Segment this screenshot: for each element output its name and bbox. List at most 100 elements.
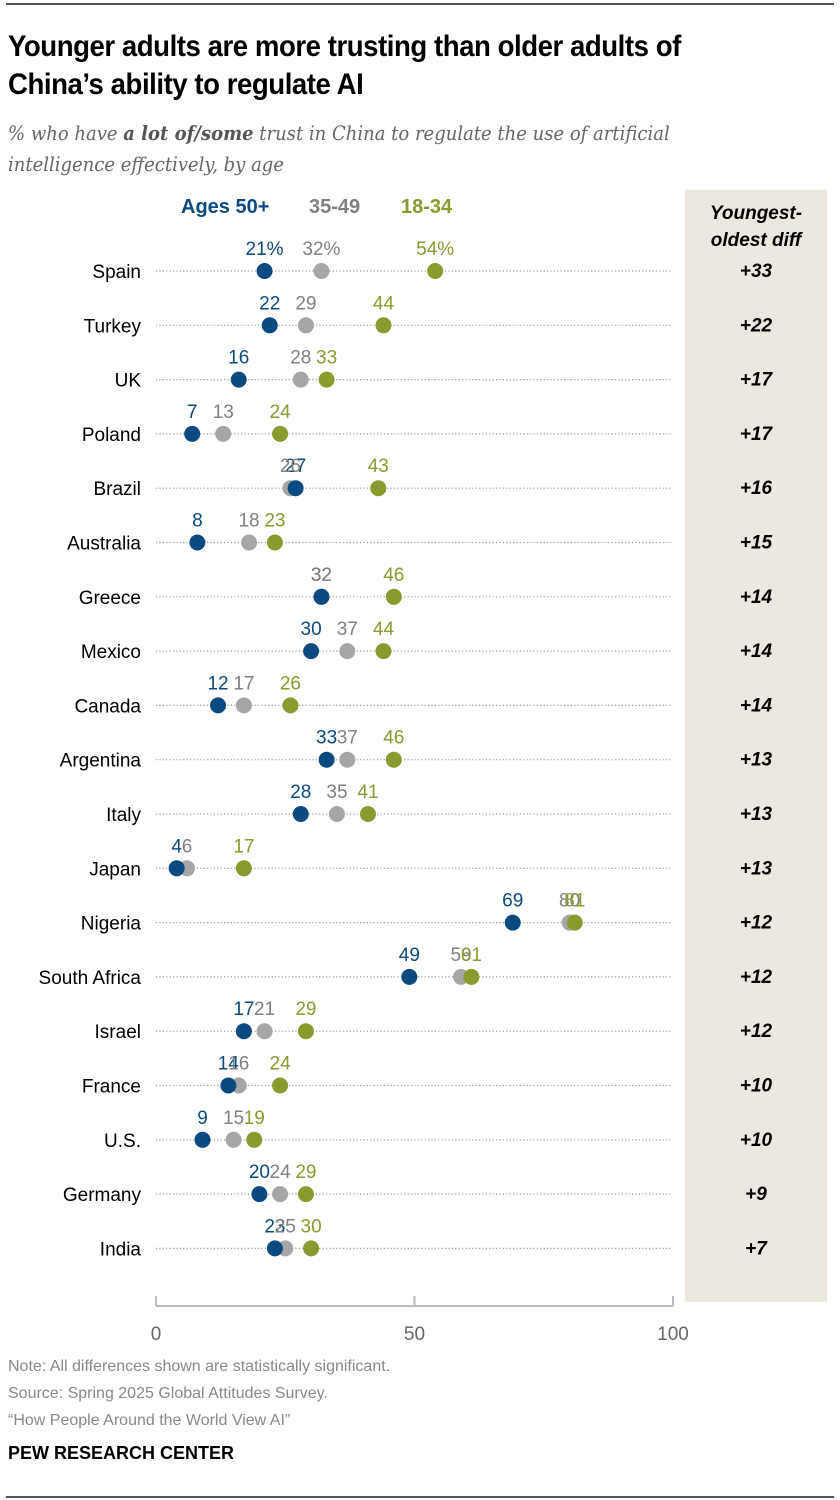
dot-18-34 bbox=[375, 643, 392, 660]
diff-value: +17 bbox=[740, 424, 774, 445]
dot-ages-50- bbox=[184, 425, 201, 442]
dot-18-34 bbox=[303, 1240, 320, 1257]
dot-ages-50- bbox=[251, 1186, 268, 1203]
value-label: 4 bbox=[171, 836, 182, 857]
value-label: 21 bbox=[254, 999, 275, 1020]
legend-item-18-34: 18-34 bbox=[401, 196, 453, 218]
value-label: 17 bbox=[233, 836, 254, 857]
diff-value: +13 bbox=[740, 858, 773, 879]
dot-ages-50- bbox=[401, 968, 418, 985]
dot-18-34 bbox=[566, 914, 583, 931]
diff-value: +12 bbox=[740, 1021, 773, 1042]
dot-18-34 bbox=[297, 1023, 314, 1040]
value-label: 28 bbox=[290, 348, 311, 369]
subtitle-pre: % who have bbox=[8, 121, 124, 145]
category-label: Turkey bbox=[84, 316, 142, 337]
diff-value: +13 bbox=[740, 750, 773, 771]
top-rule bbox=[6, 3, 834, 5]
diff-value: +14 bbox=[740, 641, 773, 662]
category-label: France bbox=[82, 1077, 141, 1098]
diff-column-header: Youngest- oldest diff bbox=[685, 200, 827, 254]
dot-18-34 bbox=[463, 968, 480, 985]
category-label: Japan bbox=[89, 859, 141, 880]
value-label: 27 bbox=[285, 456, 306, 477]
dot-18-34 bbox=[266, 534, 283, 551]
dot-18-34 bbox=[272, 425, 289, 442]
value-label: 9 bbox=[197, 1108, 208, 1129]
category-label: Germany bbox=[63, 1185, 142, 1206]
dot-ages-50- bbox=[230, 371, 247, 388]
value-label: 43 bbox=[368, 456, 389, 477]
value-label: 25 bbox=[275, 1216, 296, 1237]
value-label: 29 bbox=[295, 1162, 316, 1183]
dot-18-34 bbox=[282, 697, 299, 714]
dot-ages-50- bbox=[189, 534, 206, 551]
value-label: 30 bbox=[301, 619, 322, 640]
value-label: 17 bbox=[233, 673, 254, 694]
dot-35-49 bbox=[256, 1023, 273, 1040]
diff-value: +17 bbox=[740, 370, 774, 391]
dot-18-34 bbox=[297, 1186, 314, 1203]
dot-ages-50- bbox=[313, 588, 330, 605]
value-label: 16 bbox=[228, 348, 249, 369]
value-label: 32 bbox=[311, 565, 332, 586]
category-label: Australia bbox=[67, 534, 141, 555]
subtitle-post: trust in China to regulate the use of ar… bbox=[8, 121, 670, 176]
dot-35-49 bbox=[292, 371, 309, 388]
value-label: 8 bbox=[192, 511, 203, 532]
diff-value: +13 bbox=[740, 804, 773, 825]
value-label: 26 bbox=[280, 456, 301, 477]
dot-ages-50- bbox=[504, 914, 521, 931]
category-label: Brazil bbox=[93, 479, 141, 500]
value-label: 33 bbox=[316, 728, 337, 749]
dot-18-34 bbox=[385, 751, 402, 768]
value-label: 13 bbox=[213, 402, 234, 423]
dot-18-34 bbox=[272, 1077, 289, 1094]
value-label: 14 bbox=[218, 1054, 240, 1075]
x-tick-label: 50 bbox=[404, 1324, 425, 1345]
chart-subtitle: % who have a lot of/some trust in China … bbox=[8, 118, 746, 180]
value-label: 21% bbox=[246, 239, 284, 260]
diff-value: +15 bbox=[740, 533, 773, 554]
value-label: 26 bbox=[280, 673, 301, 694]
dot-ages-50- bbox=[210, 697, 227, 714]
dot-18-34 bbox=[427, 263, 444, 279]
value-label: 19 bbox=[244, 1108, 265, 1129]
diff-header-line1: Youngest- bbox=[709, 203, 803, 224]
category-label: Israel bbox=[95, 1022, 141, 1043]
subtitle-bold: a lot of/some bbox=[123, 121, 254, 145]
dot-ages-50- bbox=[256, 263, 273, 279]
value-label: 54% bbox=[416, 239, 454, 260]
category-label: South Africa bbox=[39, 968, 142, 989]
value-label: 30 bbox=[301, 1216, 322, 1237]
dot-35-49 bbox=[241, 534, 258, 551]
value-label: 80 bbox=[559, 891, 580, 912]
dot-18-34 bbox=[370, 480, 387, 497]
value-label: 6 bbox=[182, 836, 193, 857]
diff-value: +14 bbox=[740, 587, 773, 608]
value-label: 33 bbox=[316, 348, 337, 369]
dot-18-34 bbox=[246, 1131, 263, 1148]
value-label: 23 bbox=[264, 511, 285, 532]
dot-ages-50- bbox=[266, 1240, 283, 1257]
value-label: 24 bbox=[270, 1162, 292, 1183]
dot-ages-50- bbox=[318, 751, 335, 768]
dot-35-49 bbox=[225, 1131, 242, 1148]
value-label: 44 bbox=[373, 293, 395, 314]
value-label: 32 bbox=[311, 565, 332, 586]
value-label: 41 bbox=[357, 782, 378, 803]
value-label: 24 bbox=[270, 402, 292, 423]
dot-ages-50- bbox=[235, 1023, 252, 1040]
value-label: 12 bbox=[207, 673, 228, 694]
diff-value: +22 bbox=[740, 315, 773, 336]
value-label: 18 bbox=[238, 511, 259, 532]
diff-value: +12 bbox=[740, 967, 773, 988]
dot-18-34 bbox=[318, 371, 335, 388]
value-label: 81 bbox=[564, 891, 585, 912]
category-label: Argentina bbox=[60, 751, 142, 772]
category-label: India bbox=[100, 1239, 142, 1260]
value-label: 20 bbox=[249, 1162, 270, 1183]
dot-18-34 bbox=[235, 860, 252, 877]
diff-value: +14 bbox=[740, 695, 773, 716]
dot-35-49 bbox=[339, 751, 356, 768]
